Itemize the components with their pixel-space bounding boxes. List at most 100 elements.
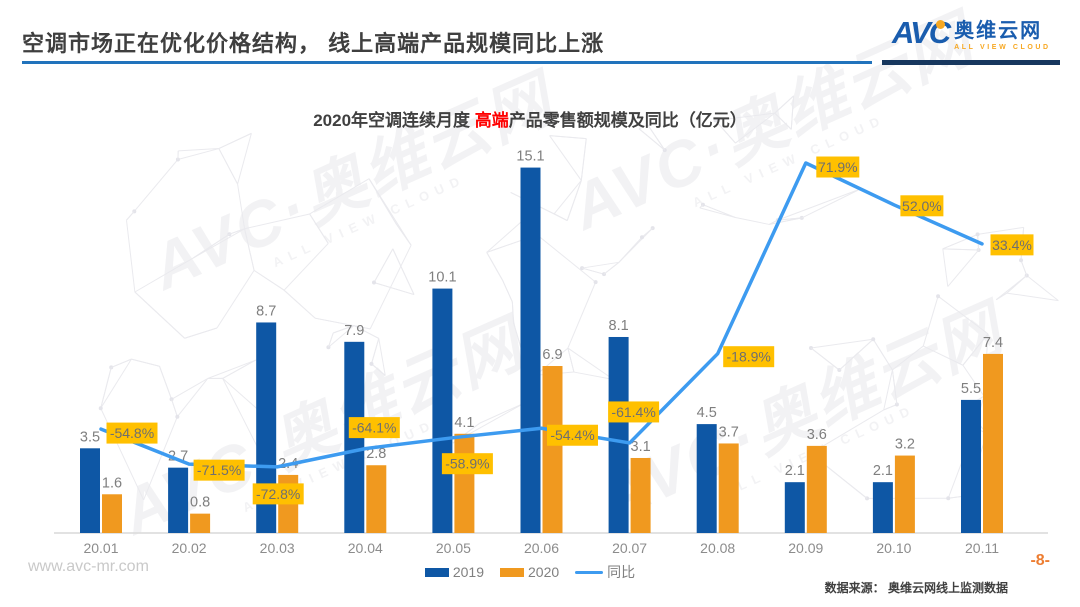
pct-label-20.04: -64.1%	[352, 420, 396, 436]
bar-2019-20.08	[696, 424, 717, 533]
page-number: -8-	[1030, 552, 1050, 569]
bar-2019-20.03	[256, 322, 277, 533]
legend-label-2019: 2019	[452, 564, 484, 580]
x-axis-label-20.02: 20.02	[172, 540, 207, 556]
bar-value-label-2020-20.01: 1.6	[102, 475, 122, 491]
legend-item-yoy: 同比	[575, 562, 635, 582]
bar-2019-20.02	[168, 467, 189, 533]
bar-value-label-2020-20.10: 3.2	[895, 437, 915, 453]
pct-label-bg-20.10	[900, 195, 944, 217]
pct-label-bg-20.07	[608, 401, 660, 423]
pct-label-20.10: 52.0%	[902, 198, 942, 214]
pct-labels-layer: -54.8% -71.5% -72.8% -64.1% -58.9% -54.4% -61.…	[106, 156, 1034, 505]
bar-2019-20.09	[784, 482, 805, 533]
bar-2019-20.11	[961, 399, 981, 533]
bars-layer: 3.52.78.77.910.115.18.14.52.1 2.15.51.60.…	[80, 149, 1003, 533]
pct-label-bg-20.01	[106, 422, 158, 444]
bar-value-label-2020-20.11: 7.4	[983, 335, 1003, 351]
bar-value-label-2020-20.09: 3.6	[807, 427, 827, 443]
legend-label-2020: 2020	[528, 564, 560, 580]
x-axis-label-20.01: 20.01	[83, 540, 118, 556]
bar-value-label-2019-20.06: 15.1	[516, 149, 544, 165]
pct-label-20.02: -71.5%	[197, 462, 241, 478]
bar-2019-20.10	[872, 482, 893, 533]
bar-2020-20.10	[894, 455, 915, 533]
bar-2020-20.08	[718, 443, 739, 533]
pct-label-bg-20.05	[441, 453, 493, 475]
bar-value-label-2020-20.04: 2.8	[366, 446, 386, 462]
bar-2019-20.01	[80, 448, 100, 533]
pct-label-20.05: -58.9%	[445, 456, 489, 472]
pct-label-20.08: -18.9%	[727, 349, 771, 365]
bar-2020-20.11	[983, 353, 1003, 533]
x-axis-label-20.07: 20.07	[612, 540, 647, 556]
chart-legend: 2019 2020 同比	[0, 562, 1060, 582]
page-title: 空调市场正在优化价格结构， 线上高端产品规模同比上涨	[22, 31, 605, 56]
bar-value-label-2019-20.01: 3.5	[80, 429, 100, 445]
bar-2020-20.05	[454, 433, 475, 533]
bar-2019-20.06	[520, 167, 541, 533]
title-underline	[22, 61, 872, 64]
legend-item-2020: 2020	[500, 564, 559, 580]
pct-label-bg-20.08	[723, 346, 775, 368]
chart-title-highlight: 高端	[474, 111, 509, 130]
logo-dot-icon	[936, 20, 946, 29]
bar-2020-20.06	[542, 366, 563, 533]
bar-2020-20.02	[190, 513, 211, 533]
bar-value-label-2020-20.07: 3.1	[631, 439, 651, 455]
x-axis-label-20.05: 20.05	[436, 540, 471, 556]
bar-2019-20.05	[432, 288, 453, 533]
pct-label-20.06: -54.4%	[550, 427, 594, 443]
legend-swatch-2020	[500, 567, 524, 577]
bar-value-label-2019-20.10: 2.1	[873, 463, 893, 479]
x-axis-label-20.04: 20.04	[348, 540, 383, 556]
bar-value-label-2020-20.08: 3.7	[719, 424, 739, 440]
pct-label-bg-20.09	[816, 156, 860, 178]
bar-2019-20.07	[608, 336, 629, 533]
bar-value-label-2019-20.11: 5.5	[961, 381, 981, 397]
x-axis-label-20.03: 20.03	[260, 540, 295, 556]
x-axis-label-20.09: 20.09	[788, 540, 823, 556]
website-url: www.avc-mr.com	[28, 558, 149, 575]
x-axis-label-20.10: 20.10	[876, 540, 911, 556]
bar-value-label-2020-20.02: 0.8	[190, 495, 210, 511]
legend-item-2019: 2019	[424, 564, 484, 580]
pct-label-bg-20.11	[990, 234, 1034, 256]
chart-title-prefix: 2020年空调连续月度	[313, 111, 475, 130]
avc-logo: AVC 奥维云网 ALL VIEW CLOUD	[892, 14, 1051, 52]
chart-title: 2020年空调连续月度 高端产品零售额规模及同比（亿元）	[0, 106, 1060, 131]
logo-name-en: ALL VIEW CLOUD	[954, 44, 1051, 51]
bar-value-label-2020-20.05: 4.1	[454, 415, 474, 431]
pct-label-bg-20.02	[193, 459, 245, 481]
chart-title-suffix: 产品零售额规模及同比（亿元）	[508, 111, 747, 130]
pct-label-bg-20.06	[547, 424, 598, 446]
pct-label-bg-20.04	[348, 417, 400, 439]
pct-label-20.09: 71.9%	[818, 159, 858, 175]
bar-2020-20.04	[366, 465, 387, 533]
bar-value-label-2019-20.08: 4.5	[697, 405, 717, 421]
bar-value-label-2020-20.06: 6.9	[542, 347, 562, 363]
background-mesh	[98, 95, 1059, 501]
x-axis-label-20.08: 20.08	[700, 540, 735, 556]
bar-2020-20.01	[102, 494, 122, 533]
bar-2020-20.07	[630, 457, 651, 533]
bar-value-label-2019-20.03: 8.7	[256, 303, 276, 319]
pct-label-20.01: -54.8%	[110, 425, 154, 441]
bar-value-label-2019-20.09: 2.1	[785, 463, 805, 479]
pct-label-20.11: 33.4%	[992, 237, 1032, 253]
bar-2020-20.09	[806, 445, 827, 533]
bar-value-label-2019-20.04: 7.9	[344, 323, 364, 339]
data-source-note: 数据来源： 奥维云网线上监测数据	[824, 581, 1008, 595]
yoy-trend-line	[99, 161, 984, 469]
bar-value-label-2019-20.07: 8.1	[609, 318, 629, 334]
x-axis-label-20.11: 20.11	[965, 540, 999, 556]
bar-value-label-2019-20.05: 10.1	[428, 270, 456, 286]
legend-swatch-yoy-line	[575, 570, 604, 574]
legend-label-yoy: 同比	[607, 564, 636, 580]
legend-swatch-2019	[424, 567, 449, 577]
pct-label-bg-20.03	[252, 483, 304, 505]
logo-name-cn: 奥维云网	[954, 20, 1043, 42]
pct-label-20.07: -61.4%	[611, 404, 655, 420]
